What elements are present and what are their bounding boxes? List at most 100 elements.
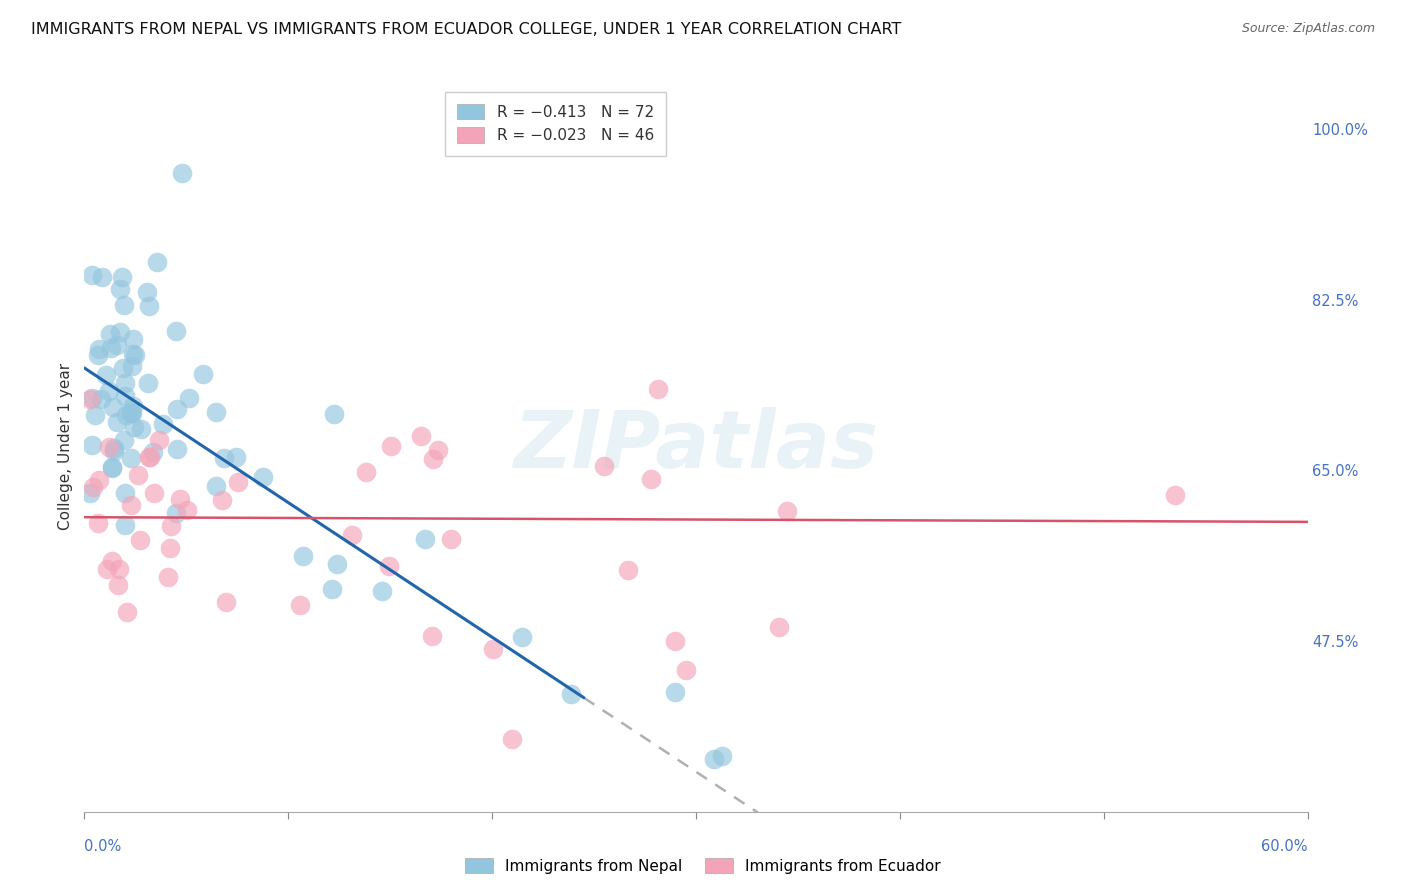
Point xyxy=(342,527,364,541)
Point xyxy=(114,518,136,533)
Point xyxy=(86,516,108,530)
Point xyxy=(617,564,640,578)
Point xyxy=(105,415,128,429)
Point xyxy=(101,554,124,568)
Point xyxy=(114,486,136,500)
Point xyxy=(103,441,125,455)
Point xyxy=(768,619,790,633)
Point xyxy=(127,468,149,483)
Point xyxy=(115,605,138,619)
Point xyxy=(98,384,121,398)
Point xyxy=(101,459,124,474)
Point xyxy=(204,479,226,493)
Point xyxy=(510,630,533,644)
Point xyxy=(80,268,103,282)
Point xyxy=(114,376,136,390)
Point xyxy=(422,452,444,467)
Point xyxy=(122,332,145,346)
Text: ZIPatlas: ZIPatlas xyxy=(513,407,879,485)
Point xyxy=(139,450,162,464)
Point xyxy=(83,408,105,422)
Point xyxy=(96,368,118,382)
Point xyxy=(640,472,662,486)
Point xyxy=(157,570,180,584)
Point xyxy=(122,399,145,413)
Point xyxy=(212,451,235,466)
Point xyxy=(79,392,101,407)
Text: Source: ZipAtlas.com: Source: ZipAtlas.com xyxy=(1241,22,1375,36)
Point xyxy=(89,343,111,357)
Point xyxy=(166,442,188,456)
Point xyxy=(165,506,187,520)
Point xyxy=(354,465,377,479)
Point xyxy=(326,557,349,571)
Point xyxy=(560,687,582,701)
Text: IMMIGRANTS FROM NEPAL VS IMMIGRANTS FROM ECUADOR COLLEGE, UNDER 1 YEAR CORRELATI: IMMIGRANTS FROM NEPAL VS IMMIGRANTS FROM… xyxy=(31,22,901,37)
Point xyxy=(226,475,249,490)
Point xyxy=(108,562,131,576)
Point xyxy=(142,445,165,459)
Point xyxy=(409,429,432,443)
Point xyxy=(101,460,124,475)
Point xyxy=(120,498,142,512)
Point xyxy=(165,324,187,338)
Point xyxy=(380,439,402,453)
Point xyxy=(675,663,697,677)
Point xyxy=(321,582,343,597)
Legend: R = −0.413   N = 72, R = −0.023   N = 46: R = −0.413 N = 72, R = −0.023 N = 46 xyxy=(444,92,666,155)
Point xyxy=(159,541,181,555)
Point xyxy=(593,458,616,473)
Point xyxy=(152,417,174,431)
Point xyxy=(108,326,131,340)
Point xyxy=(112,434,135,448)
Point xyxy=(121,359,143,374)
Point xyxy=(177,392,200,406)
Point xyxy=(105,337,128,351)
Point xyxy=(124,420,146,434)
Point xyxy=(160,519,183,533)
Point xyxy=(323,407,346,421)
Point xyxy=(98,327,121,342)
Point xyxy=(482,641,505,656)
Text: 60.0%: 60.0% xyxy=(1261,839,1308,854)
Point xyxy=(115,408,138,422)
Point xyxy=(91,269,114,284)
Y-axis label: College, Under 1 year: College, Under 1 year xyxy=(58,362,73,530)
Point xyxy=(138,450,160,464)
Legend: Immigrants from Nepal, Immigrants from Ecuador: Immigrants from Nepal, Immigrants from E… xyxy=(460,852,946,880)
Point xyxy=(87,473,110,487)
Point xyxy=(166,401,188,416)
Point xyxy=(129,533,152,548)
Point xyxy=(96,562,118,576)
Point xyxy=(121,451,143,466)
Point xyxy=(664,685,686,699)
Point xyxy=(290,598,312,612)
Point xyxy=(138,299,160,313)
Point xyxy=(664,633,686,648)
Point xyxy=(103,443,125,458)
Point xyxy=(79,485,101,500)
Point xyxy=(112,298,135,312)
Point xyxy=(148,433,170,447)
Point xyxy=(502,731,524,746)
Point xyxy=(87,348,110,362)
Point xyxy=(121,347,143,361)
Point xyxy=(136,376,159,391)
Point xyxy=(136,285,159,300)
Point xyxy=(252,470,274,484)
Point xyxy=(112,361,135,376)
Point xyxy=(98,440,121,454)
Point xyxy=(1164,488,1187,502)
Point xyxy=(124,348,146,362)
Point xyxy=(711,748,734,763)
Point xyxy=(169,491,191,506)
Point xyxy=(111,270,134,285)
Point xyxy=(146,255,169,269)
Point xyxy=(440,532,463,546)
Point xyxy=(172,166,194,180)
Point xyxy=(647,382,669,396)
Point xyxy=(90,392,112,407)
Point xyxy=(775,503,797,517)
Point xyxy=(107,578,129,592)
Point xyxy=(114,388,136,402)
